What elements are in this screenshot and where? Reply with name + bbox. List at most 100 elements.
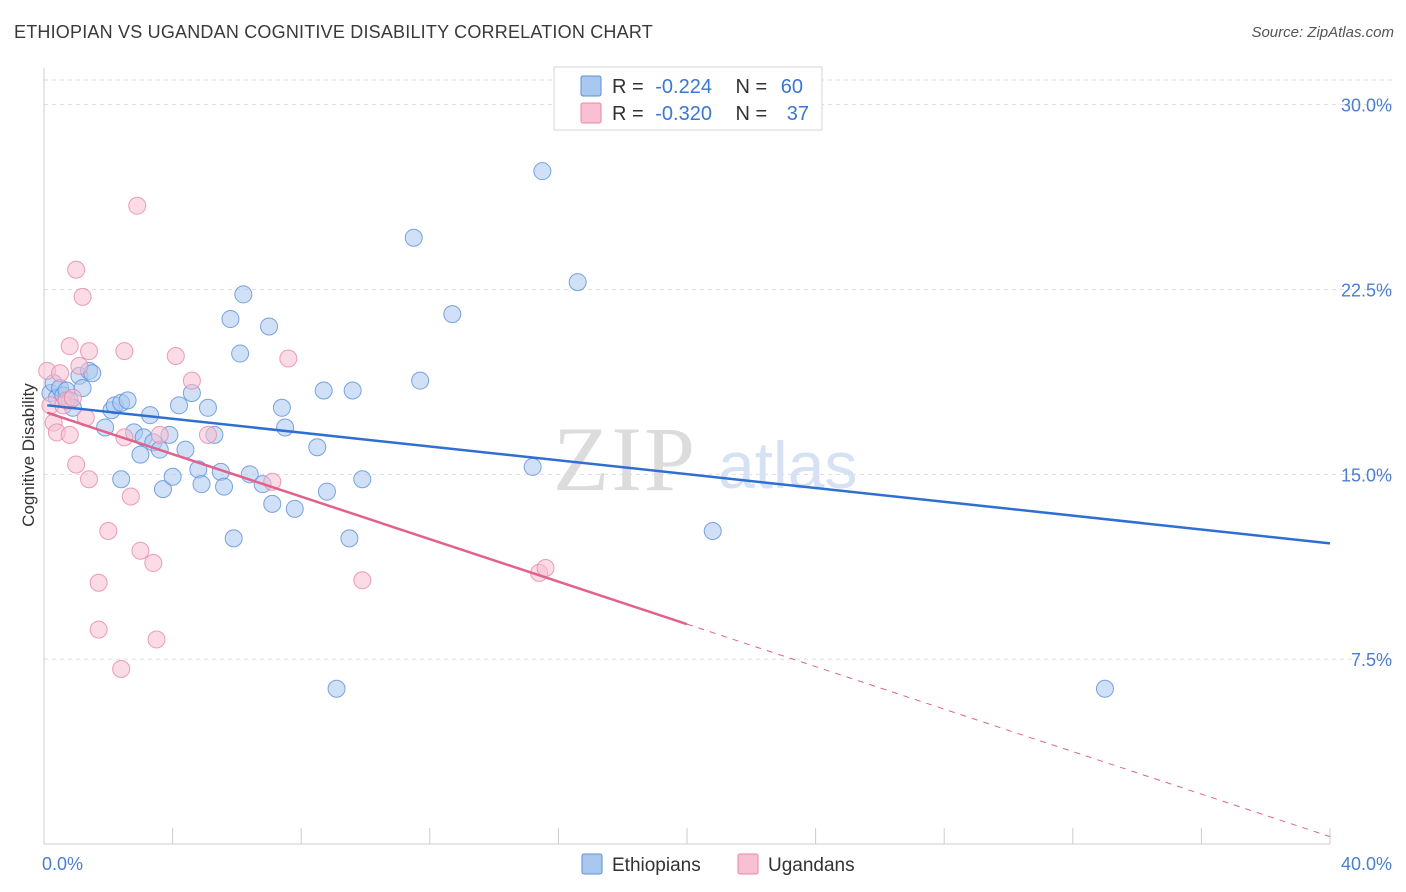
point-ethiopians [198, 398, 217, 417]
point-ethiopians [163, 467, 182, 486]
series-legend-swatch-ethiopians [581, 853, 603, 875]
legend-swatch-ugandans [580, 102, 602, 124]
point-ethiopians [411, 371, 430, 390]
point-ugandans [67, 455, 86, 474]
point-ethiopians [276, 418, 295, 437]
trend-line-extension-ugandans [686, 623, 1331, 838]
point-ethiopians [170, 396, 189, 415]
point-ethiopians [231, 344, 250, 363]
point-ethiopians [523, 457, 542, 476]
point-ugandans [80, 342, 99, 361]
point-ugandans [128, 196, 147, 215]
point-ugandans [115, 342, 134, 361]
legend-r-value-ethiopians: -0.224 [655, 76, 712, 98]
point-ethiopians [234, 285, 253, 304]
legend-row-ethiopians: R = -0.224 N = 60 [612, 76, 803, 98]
stats-legend: R = -0.224 N = 60 R = -0.320 N = 37 [553, 66, 823, 131]
point-ethiopians [340, 529, 359, 548]
legend-swatch-ethiopians [580, 75, 602, 97]
point-ethiopians [404, 228, 423, 247]
point-ugandans [144, 554, 163, 573]
point-ethiopians [118, 391, 137, 410]
point-ethiopians [112, 470, 131, 489]
series-legend-label-ugandans: Ugandans [768, 855, 855, 876]
point-ethiopians [353, 470, 372, 489]
y-tick-label: 22.5% [1341, 280, 1392, 300]
point-ethiopians [215, 477, 234, 496]
point-ethiopians [272, 398, 291, 417]
legend-n-label: N = [736, 76, 768, 98]
watermark: ZIP atlas [553, 408, 857, 510]
legend-r-label: R = [612, 76, 644, 98]
point-ugandans [89, 573, 108, 592]
point-ethiopians [221, 310, 240, 329]
point-ethiopians [308, 438, 327, 457]
trend-line-ugandans [46, 411, 688, 626]
point-ethiopians [317, 482, 336, 501]
point-ethiopians [224, 529, 243, 548]
series-legend-swatch-ugandans [737, 853, 759, 875]
point-ugandans [60, 337, 79, 356]
point-ugandans [150, 425, 169, 444]
point-ethiopians [1095, 679, 1114, 698]
point-ethiopians [568, 273, 587, 292]
point-ethiopians [131, 445, 150, 464]
point-ugandans [198, 425, 217, 444]
y-axis-label: Cognitive Disability [19, 383, 38, 527]
legend-n-value-ethiopians: 60 [781, 76, 803, 98]
x-tick-labels: 0.0% 40.0% [42, 854, 1392, 874]
y-tick-labels: 7.5% 15.0% 22.5% 30.0% [1341, 96, 1392, 671]
legend-n-label: N = [736, 103, 768, 125]
point-ugandans [60, 425, 79, 444]
point-ugandans [147, 630, 166, 649]
gridlines [44, 79, 1392, 660]
point-ugandans [51, 364, 70, 383]
point-ethiopians [153, 480, 172, 499]
point-ugandans [112, 660, 131, 679]
point-ethiopians [263, 494, 282, 513]
watermark-zip: ZIP [553, 408, 697, 510]
point-ethiopians [96, 418, 115, 437]
point-ethiopians [443, 305, 462, 324]
legend-r-label: R = [612, 103, 644, 125]
x-tick-label-max: 40.0% [1341, 854, 1392, 874]
point-ugandans [89, 620, 108, 639]
point-ugandans [73, 287, 92, 306]
point-ugandans [353, 571, 372, 590]
point-ugandans [279, 349, 298, 368]
point-ugandans [536, 558, 555, 577]
trend-lines [46, 404, 1331, 838]
legend-row-ugandans: R = -0.320 N = 37 [612, 103, 809, 125]
point-ethiopians [703, 522, 722, 541]
point-ugandans [131, 541, 150, 560]
point-ugandans [166, 347, 185, 366]
point-ethiopians [343, 381, 362, 400]
y-tick-label: 7.5% [1351, 650, 1392, 670]
y-tick-label: 30.0% [1341, 96, 1392, 116]
series-legend-label-ethiopians: Ethiopians [612, 855, 701, 876]
chart-title: ETHIOPIAN VS UGANDAN COGNITIVE DISABILIT… [14, 22, 653, 42]
point-ethiopians [327, 679, 346, 698]
point-ethiopians [260, 317, 279, 336]
data-points [38, 162, 1114, 698]
x-tick-label-min: 0.0% [42, 854, 83, 874]
point-ethiopians [314, 381, 333, 400]
axes [43, 68, 1331, 845]
y-tick-label: 15.0% [1341, 465, 1392, 485]
point-ethiopians [285, 499, 304, 518]
point-ugandans [182, 371, 201, 390]
point-ugandans [99, 522, 118, 541]
point-ugandans [63, 388, 82, 407]
legend-n-value-ugandans: 37 [787, 103, 809, 125]
point-ugandans [121, 487, 140, 506]
series-legend: Ethiopians Ugandans [581, 853, 855, 876]
source-attribution: Source: ZipAtlas.com [1251, 24, 1394, 41]
legend-r-value-ugandans: -0.320 [655, 103, 712, 125]
trend-line-ethiopians [47, 404, 1331, 545]
point-ugandans [67, 260, 86, 279]
point-ethiopians [533, 162, 552, 181]
point-ugandans [80, 470, 99, 489]
point-ethiopians [192, 475, 211, 494]
